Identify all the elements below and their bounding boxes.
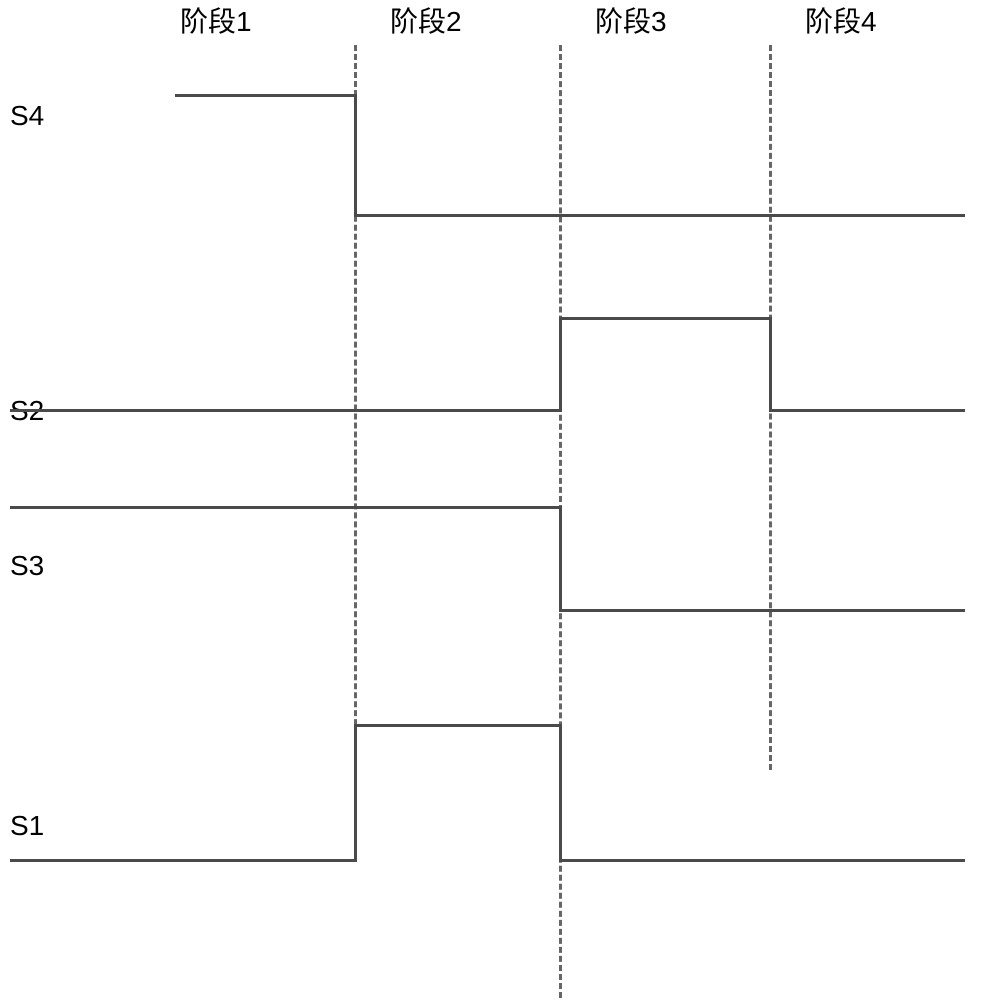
signal-s2-edge	[559, 317, 562, 412]
phase-label-1: 阶段1	[180, 0, 252, 40]
signal-s4-seg	[355, 214, 965, 217]
timing-diagram: 阶段1 阶段2 阶段3 阶段4 S4 S2 S3 S1	[0, 0, 982, 1000]
phase-label-4: 阶段4	[805, 0, 877, 40]
signal-s2-edge	[769, 317, 772, 412]
signal-label-s3: S3	[10, 550, 44, 582]
signal-s1-edge	[354, 724, 357, 862]
signal-label-s4: S4	[10, 100, 44, 132]
signal-s3-seg	[560, 609, 965, 612]
signal-s1-seg	[10, 859, 355, 862]
signal-s1-seg	[355, 724, 560, 727]
signal-s4-edge	[354, 94, 357, 217]
signal-s1-seg	[560, 859, 965, 862]
signal-s3-seg	[10, 506, 560, 509]
signal-s2-seg	[770, 409, 965, 412]
phase-label-3: 阶段3	[595, 0, 667, 40]
signal-s2-seg	[10, 409, 560, 412]
signal-label-s1: S1	[10, 810, 44, 842]
signal-s4-seg	[175, 94, 355, 97]
phase-label-2: 阶段2	[390, 0, 462, 40]
signal-s2-seg	[560, 317, 770, 320]
signal-s1-edge	[559, 724, 562, 862]
signal-s3-edge	[559, 506, 562, 612]
